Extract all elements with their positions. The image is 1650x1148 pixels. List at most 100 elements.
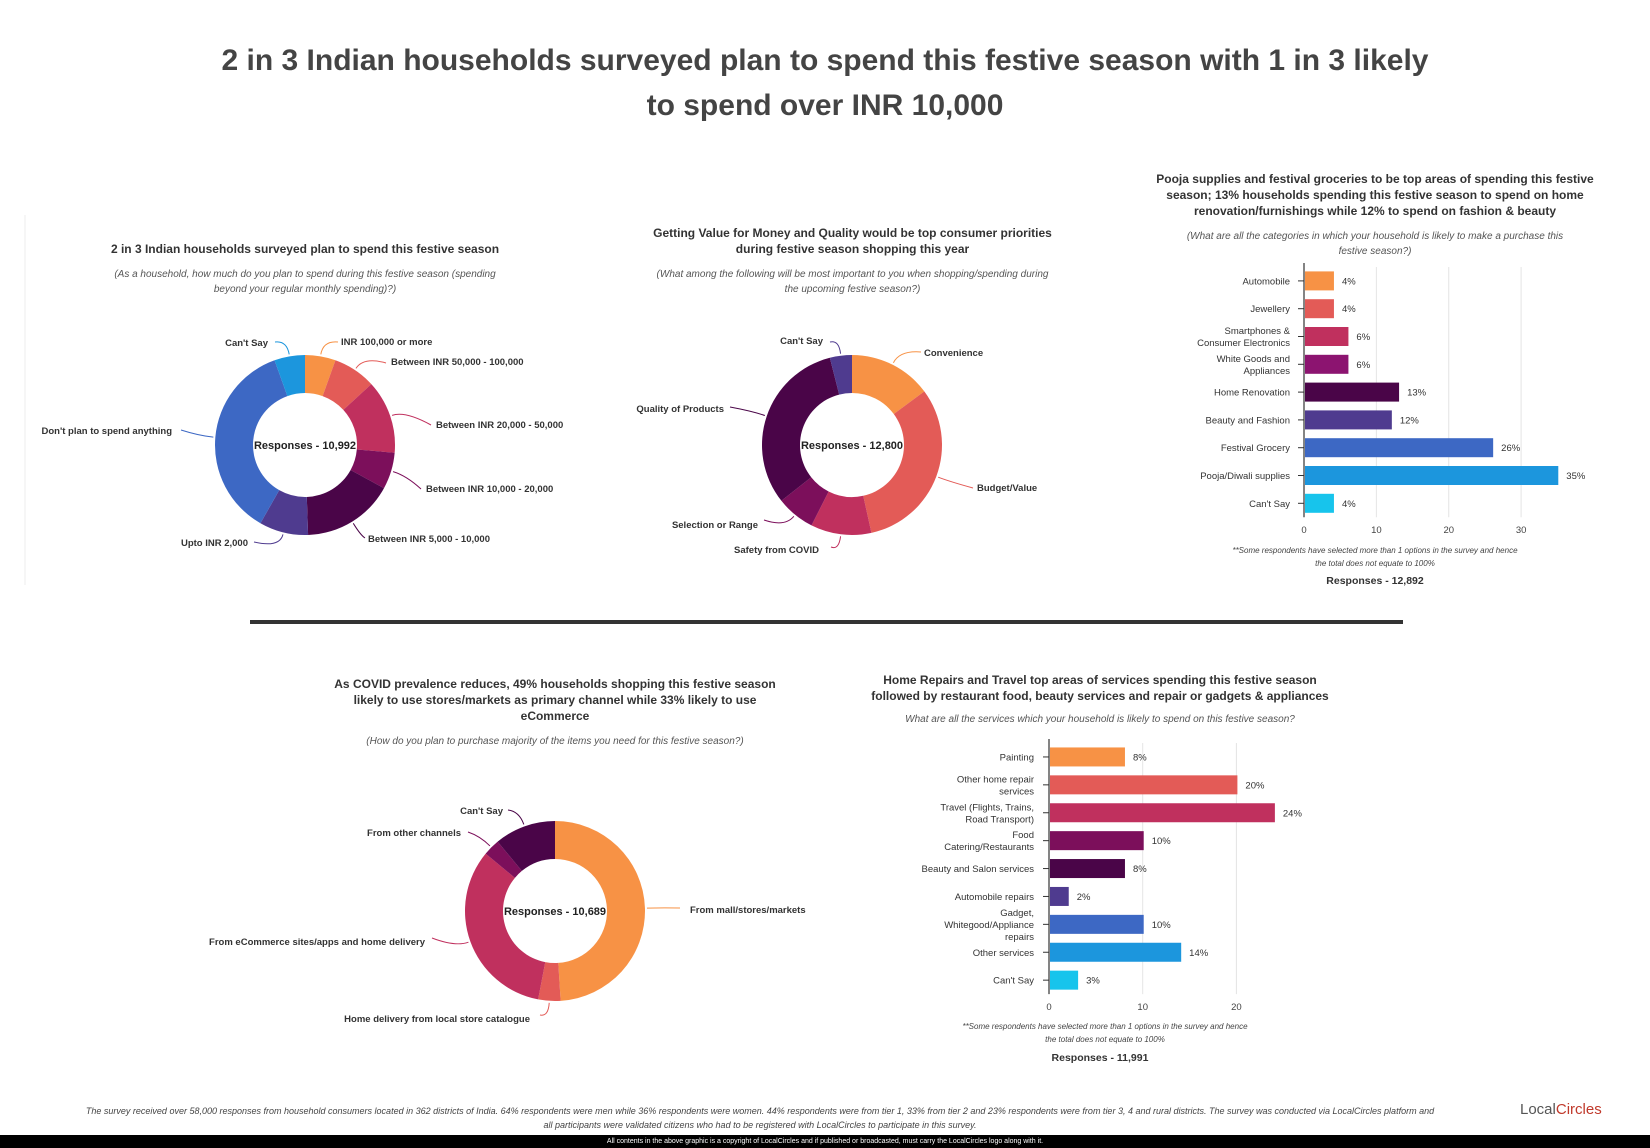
chart2-leader-selection-or-range (763, 515, 795, 524)
chart5-bar-other-home-repair-services (1050, 775, 1238, 795)
chart2-slice-selection-or-range (781, 477, 829, 526)
chart5-category-label-2-0: Travel (Flights, Trains, (940, 802, 1034, 813)
chart5-category-label-4-0: Beauty and Salon services (922, 864, 1035, 875)
chart3-bar-white-goods-and-appliances (1305, 354, 1349, 374)
chart4-slice-label-from-mall-stores-markets: From mall/stores/markets (690, 905, 806, 916)
chart2-slice-label-budget-value: Budget/Value (977, 483, 1037, 494)
chart4-slice-home-delivery-from-local-store-catalogue (538, 962, 561, 1001)
chart5-category-label-3-0: Food (1012, 830, 1034, 841)
chart2-leader-quality-of-products (729, 406, 766, 416)
chart5-category-label-8-0: Can't Say (993, 976, 1034, 987)
chart1-title: 2 in 3 Indian households surveyed plan t… (110, 242, 500, 256)
chart5-value-label-8: 3% (1086, 976, 1100, 987)
chart4-slice-label-home-delivery-from-local-store-catalogue: Home delivery from local store catalogue (344, 1014, 530, 1025)
chart3-category-label-4-0: Home Renovation (1214, 388, 1290, 399)
chart5-category-label-7-0: Other services (973, 948, 1034, 959)
page-title-line2: to spend over INR 10,000 (646, 89, 1004, 122)
chart5-bar-beauty-and-salon-services (1050, 859, 1125, 879)
chart3-bar-pooja-diwali-supplies (1305, 466, 1559, 485)
chart4-leader-home-delivery-from-local-store-catalogue (539, 1002, 550, 1016)
charts-canvas: INR 100,000 or more Between INR 50,000 - … (24, 215, 1586, 1025)
chart3-value-label-6: 26% (1501, 443, 1521, 454)
chart1-slice-label-can-t-say: Can't Say (225, 338, 269, 349)
chart4-slice-label-from-ecommerce-sites-apps-and-home-delivery: From eCommerce sites/apps and home deliv… (209, 937, 426, 948)
chart2-slice-quality-of-products (761, 357, 840, 501)
chart1-center-label: Responses - 10,992 (254, 440, 356, 452)
chart1-leader-upto-inr-2-000 (253, 534, 284, 545)
chart2-slice-convenience (852, 355, 925, 415)
chart3-value-label-4: 13% (1407, 388, 1427, 399)
chart3-value-label-2: 6% (1356, 332, 1370, 343)
chart3-subtitle-line2: festive season?) (1338, 246, 1412, 257)
chart3-value-label-1: 4% (1342, 304, 1356, 315)
chart5-category-label-6-0: Gadget, (1000, 908, 1034, 919)
chart3-tick-20: 20 (1443, 525, 1454, 536)
chart3-title-line1: Pooja supplies and festival groceries to… (1156, 172, 1594, 186)
chart2-subtitle-line2: the upcoming festive season?) (784, 284, 921, 295)
chart5-value-label-1: 20% (1245, 780, 1265, 791)
chart2-title-line2: during festive season shopping this year (735, 242, 970, 256)
chart3-tick-30: 30 (1516, 525, 1527, 536)
chart1-slice-label-between-inr-10-000-20-000: Between INR 10,000 - 20,000 (426, 484, 553, 495)
chart5-category-label-6-1: Whitegood/Appliance (944, 920, 1034, 931)
chart1-leader-between-inr-20-000-50-000 (391, 413, 432, 426)
chart3-category-label-7-0: Pooja/Diwali supplies (1200, 471, 1290, 482)
chart2-subtitle-line1: (What among the following will be most i… (656, 269, 1049, 280)
chart3-bar-home-renovation (1305, 382, 1400, 402)
chart3-title-line2: season; 13% households spending this fes… (1166, 188, 1584, 202)
chart5-value-label-6: 10% (1152, 920, 1172, 931)
chart1-leader-can-t-say (274, 341, 290, 355)
chart5-note: **Some respondents have selected more th… (910, 1020, 1300, 1046)
chart5-value-label-4: 8% (1133, 864, 1147, 875)
chart3-title: Pooja supplies and festival groceries to… (1150, 171, 1600, 219)
chart1-subtitle-line1: (As a household, how much do you plan to… (114, 269, 496, 280)
chart5-value-label-3: 10% (1152, 836, 1172, 847)
chart3-category-label-5-0: Beauty and Fashion (1205, 415, 1290, 426)
chart3-tick-0: 0 (1301, 525, 1306, 536)
chart1-leader-inr-100-000-or-more (320, 341, 339, 355)
chart1-slice-between-inr-5-000-10-000 (306, 469, 384, 535)
chart4-title-line3: eCommerce (520, 709, 590, 723)
chart1-slice-between-inr-20-000-50-000 (343, 384, 396, 453)
chart1-subtitle-line2: beyond your regular monthly spending)?) (213, 284, 397, 295)
chart5-bar-painting (1050, 747, 1125, 767)
chart2-leader-convenience (892, 351, 922, 364)
chart1-slice-between-inr-50-000-100-000 (322, 360, 372, 410)
chart5-category-label-0-0: Painting (1000, 752, 1034, 763)
chart1-slice-can-t-say (274, 355, 305, 397)
chart5-category-label-5-0: Automobile repairs (955, 892, 1034, 903)
chart2-slice-label-quality-of-products: Quality of Products (636, 404, 724, 415)
chart5-bar-food-catering-restaurants (1050, 831, 1144, 851)
chart2-subtitle: (What among the following will be most i… (610, 267, 1095, 297)
chart2-slice-label-can-t-say: Can't Say (780, 336, 824, 347)
chart4-center-label: Responses - 10,689 (504, 906, 606, 918)
chart1-slice-label-don-t-plan-to-spend-anything: Don't plan to spend anything (42, 426, 173, 437)
chart5-category-label-1-1: services (999, 786, 1034, 797)
chart3-tick-10: 10 (1371, 525, 1382, 536)
chart5-tick-20: 20 (1231, 1002, 1242, 1013)
chart4-leader-can-t-say (507, 809, 525, 825)
logo-text-c: C (1555, 1101, 1567, 1118)
chart5-bar-can-t-say (1050, 970, 1079, 990)
chart3-bar-automobile (1305, 271, 1334, 291)
chart3-category-label-3-0: White Goods and (1217, 354, 1290, 365)
chart4-slice-from-mall-stores-markets (555, 821, 645, 1001)
chart5-category-label-2-1: Road Transport) (965, 814, 1034, 825)
chart1-slice-label-between-inr-20-000-50-000: Between INR 20,000 - 50,000 (436, 420, 563, 431)
chart2-center-label: Responses - 12,800 (801, 440, 903, 452)
chart5-title-line2: followed by restaurant food, beauty serv… (871, 689, 1329, 703)
chart2-slice-label-selection-or-range: Selection or Range (672, 520, 758, 531)
localcircles-logo: LocalCircles (1520, 1101, 1602, 1118)
chart5-note-line2: the total does not equate to 100% (1045, 1035, 1165, 1044)
chart2-slice-label-safety-from-covid: Safety from COVID (734, 545, 819, 556)
chart5-category-label-3-1: Catering/Restaurants (944, 842, 1034, 853)
chart5-value-label-5: 2% (1077, 892, 1091, 903)
chart3-bar-can-t-say (1305, 493, 1334, 513)
footer-note-line2: all participants were validated citizens… (543, 1120, 977, 1130)
chart5-value-label-2: 24% (1283, 808, 1303, 819)
chart2-title: Getting Value for Money and Quality woul… (610, 225, 1095, 257)
chart3-category-label-2-0: Smartphones & (1225, 326, 1291, 337)
chart3-category-label-1-0: Jewellery (1250, 304, 1290, 315)
logo-text-local: Local (1520, 1101, 1556, 1118)
chart4-subtitle: (How do you plan to purchase majority of… (366, 736, 744, 747)
